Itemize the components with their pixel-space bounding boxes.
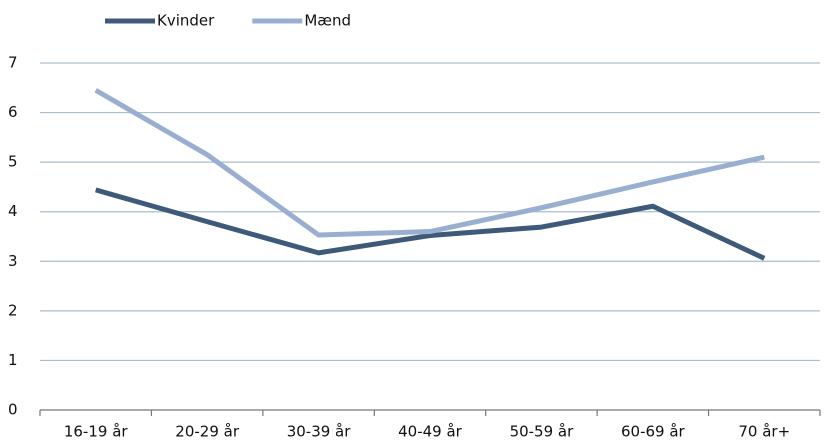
x-tick-label: 30-39 år <box>287 423 352 441</box>
y-tick-label: 3 <box>8 252 18 270</box>
x-tick-label: 40-49 år <box>398 423 463 441</box>
line-series <box>95 187 766 261</box>
y-tick-label: 4 <box>8 202 18 220</box>
legend-label: Kvinder <box>157 12 215 30</box>
x-tick-label: 70 år+ <box>738 423 790 441</box>
y-tick-label: 2 <box>8 301 18 319</box>
y-tick-label: 6 <box>8 103 18 121</box>
y-tick-label: 7 <box>8 54 18 72</box>
y-tick-label: 1 <box>8 351 18 369</box>
x-tick-label: 60-69 år <box>621 423 686 441</box>
line-series <box>94 88 765 238</box>
x-tick-label: 16-19 år <box>64 423 129 441</box>
y-tick-label: 5 <box>8 153 18 171</box>
x-tick-label: 20-29 år <box>175 423 240 441</box>
legend-label: Mænd <box>304 12 351 30</box>
x-tick-label: 50-59 år <box>510 423 575 441</box>
y-tick-label: 0 <box>8 401 18 419</box>
